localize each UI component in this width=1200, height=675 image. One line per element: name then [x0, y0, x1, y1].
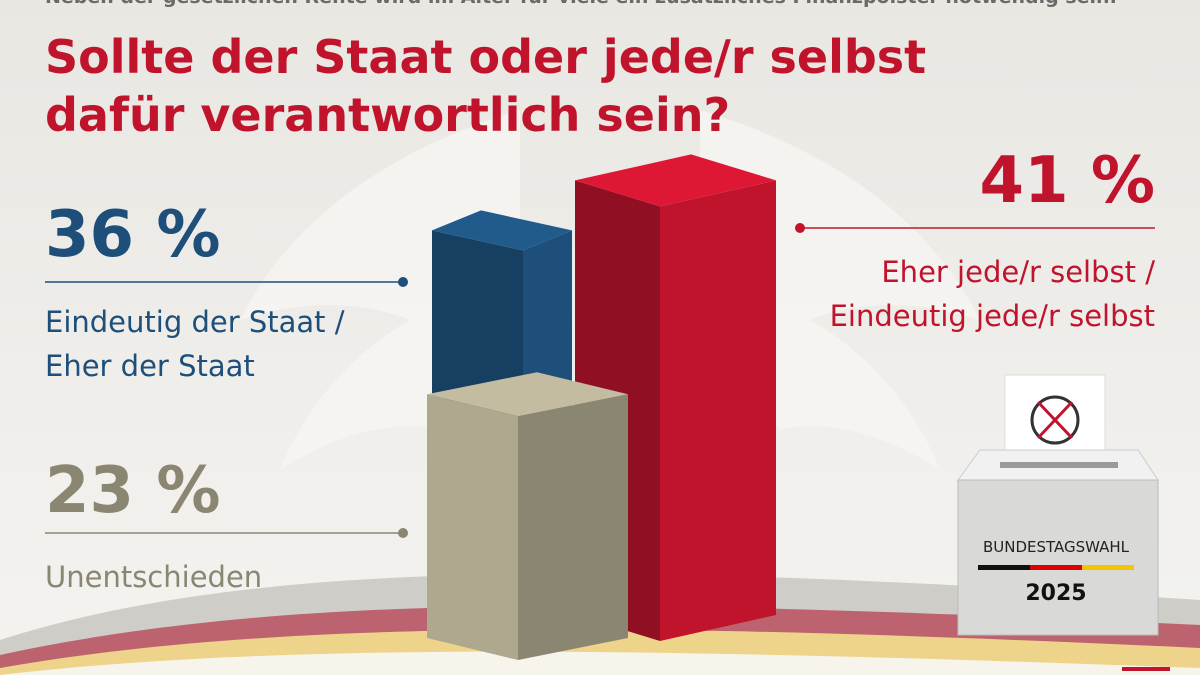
flag-red: [1030, 565, 1082, 570]
labels: 36 % 41 % 23 %: [45, 144, 1155, 538]
leader-dot: [398, 277, 408, 287]
box-label: BUNDESTAGSWAHL: [983, 538, 1130, 556]
box-year: 2025: [1025, 581, 1086, 606]
flag-gold: [1082, 565, 1134, 570]
value-label: 23 %: [45, 454, 220, 528]
bar-top-face: [432, 210, 572, 251]
ballot-circle: [1030, 395, 1080, 445]
bar-top-face: [427, 372, 628, 417]
category-label: Eher jede/r selbst / Eindeutig jede/r se…: [829, 255, 1155, 333]
subtitle: Neben der gesetzlichen Rente wird im Alt…: [45, 0, 1117, 8]
bar: [427, 372, 628, 660]
leader-dot: [795, 223, 805, 233]
category-label: Eindeutig der Staat / Eher der Staat: [45, 305, 345, 383]
value-label: 41 %: [980, 144, 1155, 218]
category-label: Unentschieden: [45, 560, 263, 594]
bar-right-face: [518, 394, 628, 660]
bar-left-face: [427, 394, 518, 660]
chart-title: Sollte der Staat oder jede/r selbst dafü…: [45, 30, 927, 142]
bars: [427, 154, 776, 660]
value-label: 36 %: [45, 198, 220, 272]
box-slot: [1000, 462, 1118, 468]
wave-light: [0, 651, 1200, 675]
ballot-cross: [1036, 400, 1074, 440]
leader-dot: [398, 528, 408, 538]
ballot-box: BUNDESTAGSWAHL 2025: [957, 374, 1159, 636]
flag-black: [978, 565, 1030, 570]
bar-right-face: [660, 180, 776, 641]
bar-top-face: [575, 154, 776, 207]
box-front: [957, 479, 1159, 636]
brand-bar: [1122, 667, 1170, 671]
